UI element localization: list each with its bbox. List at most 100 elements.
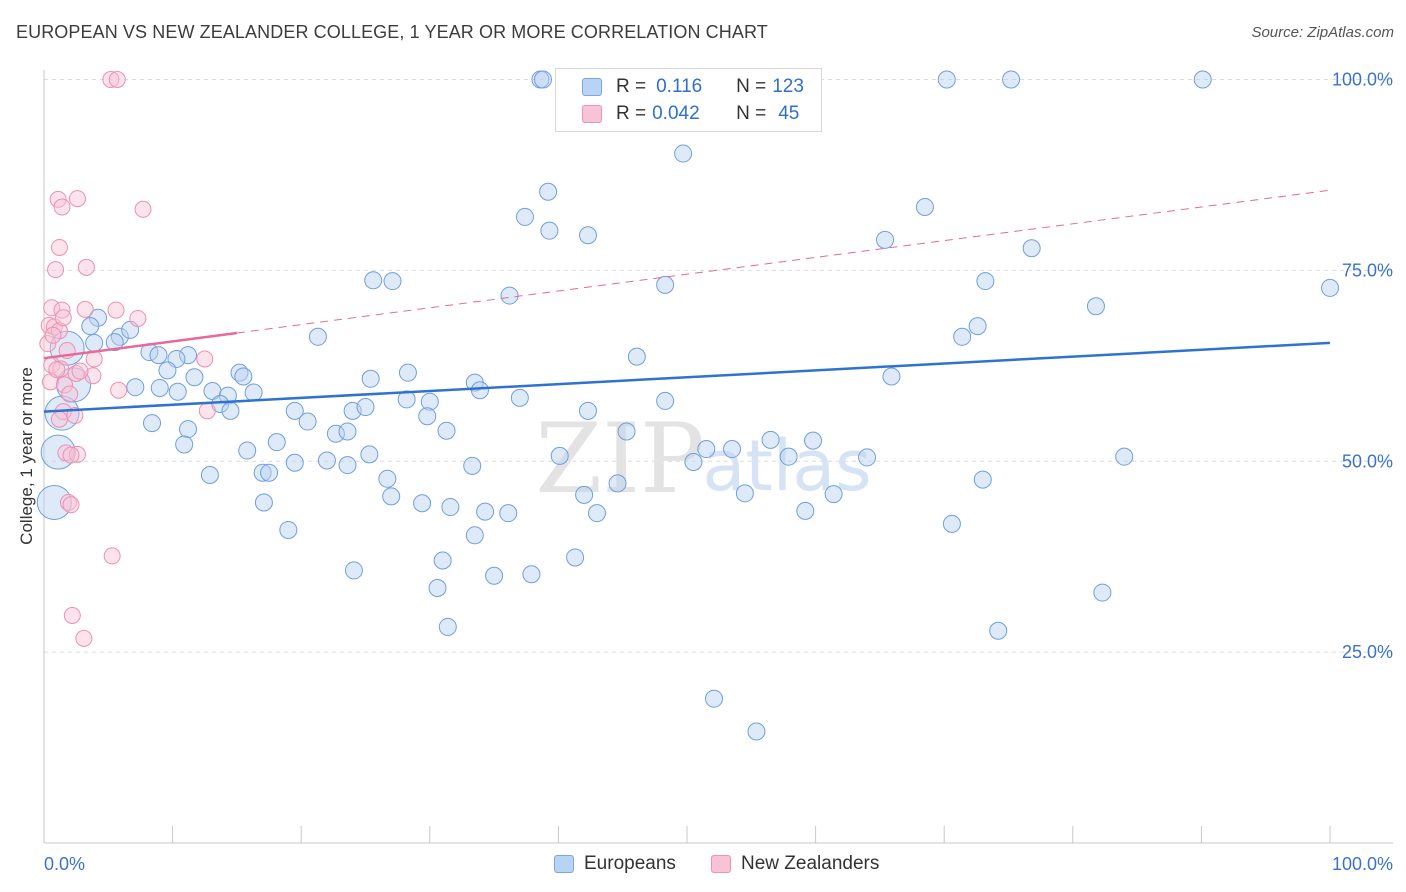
europeans-point <box>238 441 257 460</box>
europeans-legend-swatch <box>554 855 574 873</box>
new-zealanders-point <box>39 335 57 353</box>
europeans-point <box>105 333 124 352</box>
axes <box>43 70 1393 844</box>
europeans-point <box>398 363 417 382</box>
y-tick-label: 75.0% <box>1342 260 1393 280</box>
europeans-point <box>179 346 198 365</box>
europeans-point <box>587 504 606 523</box>
new-zealanders-point <box>61 385 79 403</box>
new-zealanders-point <box>44 326 62 344</box>
new-zealanders-legend-swatch <box>711 855 731 873</box>
new-zealanders-point <box>50 410 68 428</box>
europeans-point <box>533 70 552 89</box>
europeans-point <box>317 451 336 470</box>
europeans-point <box>566 548 585 567</box>
europeans-point <box>382 487 401 506</box>
europeans-point <box>578 401 597 420</box>
europeans-point <box>298 412 317 431</box>
europeans-point <box>285 401 304 420</box>
europeans-point <box>1022 239 1041 258</box>
new-zealanders-point <box>50 238 68 256</box>
new-zealanders-point <box>47 261 65 279</box>
new-zealanders-point <box>56 376 74 394</box>
europeans-point <box>378 469 397 488</box>
europeans-point <box>338 422 357 441</box>
europeans-point <box>326 424 345 443</box>
new-zealanders-point <box>108 71 126 88</box>
europeans-point <box>705 689 724 708</box>
europeans-point <box>441 498 460 517</box>
new-zealanders-point <box>196 350 214 368</box>
europeans-point <box>976 272 995 291</box>
europeans-point <box>279 520 298 539</box>
europeans-point <box>143 414 162 433</box>
new-zealanders-point <box>77 258 95 276</box>
europeans-point <box>175 435 194 454</box>
europeans-point <box>221 401 240 420</box>
watermark-zip: ZIP <box>535 403 704 515</box>
europeans-point <box>234 367 253 386</box>
europeans-point <box>510 388 529 407</box>
europeans-point <box>539 182 558 201</box>
europeans-point <box>779 447 798 466</box>
new-zealanders-point <box>68 445 86 463</box>
new-zealanders-point <box>62 496 80 514</box>
europeans-point <box>796 501 815 520</box>
r-label: R = <box>616 76 647 97</box>
europeans-points <box>36 70 1339 741</box>
r-value-europeans: 0.116 <box>656 76 703 97</box>
europeans-point <box>81 317 100 336</box>
europeans-point <box>465 526 484 545</box>
europeans-point <box>168 382 187 401</box>
europeans-point <box>420 392 439 411</box>
watermark-atlas: atlas <box>702 425 871 507</box>
europeans-point <box>1086 297 1105 316</box>
new-zealanders-swatch <box>582 105 602 123</box>
europeans-point <box>953 327 972 346</box>
source-label: Source: ZipAtlas.com <box>1251 24 1394 41</box>
new-zealanders-point <box>63 606 81 624</box>
new-zealanders-point <box>53 198 71 216</box>
new-zealanders-point <box>75 629 93 647</box>
europeans-point <box>126 378 145 397</box>
bottom-legend-new-zealanders[interactable]: New Zealanders <box>711 851 879 877</box>
chart-title: EUROPEAN VS NEW ZEALANDER COLLEGE, 1 YEA… <box>16 22 768 42</box>
europeans-point <box>485 566 504 585</box>
zipatlas-watermark: ZIP atlas <box>535 403 871 515</box>
new-zealanders-point <box>198 402 216 420</box>
europeans-point <box>433 551 452 570</box>
new-zealanders-point <box>103 547 121 565</box>
x-tick-label: 100.0% <box>1332 854 1393 874</box>
n-label: N = <box>736 103 767 124</box>
europeans-point <box>550 446 569 465</box>
new-zealanders-point <box>54 309 72 327</box>
y-tick-label: 50.0% <box>1342 451 1393 471</box>
europeans-point <box>656 391 675 410</box>
bottom-legend-europeans[interactable]: Europeans <box>554 851 676 877</box>
europeans-point <box>684 453 703 472</box>
europeans-swatch <box>582 78 602 96</box>
europeans-point <box>254 493 273 512</box>
europeans-point <box>617 422 636 441</box>
new-zealanders-point <box>59 493 77 511</box>
y-tick-label: 100.0% <box>1332 70 1393 90</box>
new-zealanders-point <box>84 367 102 385</box>
europeans-point <box>804 431 823 450</box>
europeans-point <box>150 378 169 397</box>
europeans-point <box>735 484 754 503</box>
europeans-point <box>437 421 456 440</box>
europeans-point <box>747 722 766 741</box>
n-value-new-zealanders: 45 <box>778 103 800 124</box>
europeans-point <box>1115 447 1134 466</box>
new-zealanders-point <box>62 446 80 464</box>
europeans-point <box>253 463 272 482</box>
europeans-point <box>158 361 177 380</box>
r-value-new-zealanders: 0.042 <box>652 103 700 124</box>
europeans-point <box>968 317 987 336</box>
r-label: R = <box>616 103 647 124</box>
europeans-point <box>85 333 104 352</box>
correlation-legend: R = 0.116 N = 123 R = 0.042 N = 45 <box>555 68 822 132</box>
europeans-point <box>308 327 327 346</box>
europeans-point <box>267 433 286 452</box>
